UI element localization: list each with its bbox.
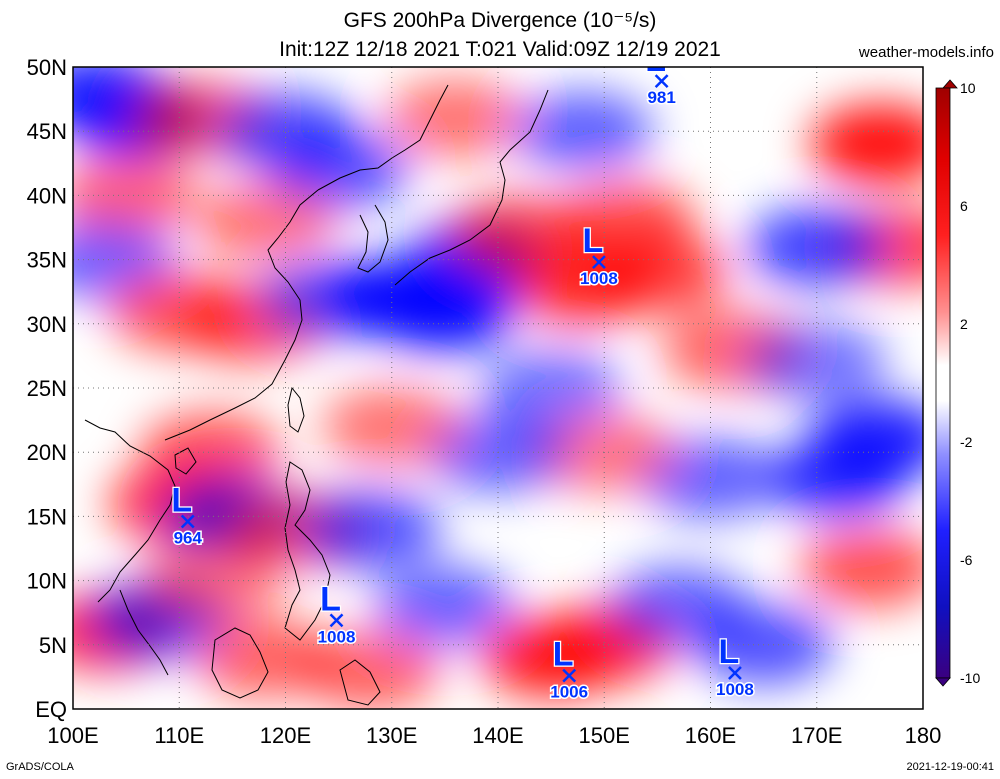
low-pressure-value: 1008 — [716, 680, 754, 699]
lat-tick-label: 25N — [27, 376, 67, 401]
low-pressure-center: L 1008 — [715, 632, 756, 701]
low-symbol: L — [553, 636, 574, 674]
colorbar: 10 6 2 -2 -6 -10 — [935, 79, 980, 687]
korea-peninsula — [357, 204, 389, 273]
colorbar-label: 10 — [960, 80, 976, 96]
map-frame — [72, 66, 924, 710]
axis-labels: 100E 110E 120E 130E 140E 150E 160E 170E 180 EQ 5N 1… — [27, 55, 942, 748]
colorbar-label: 6 — [960, 198, 968, 214]
low-pressure-center: L 1008 — [316, 579, 357, 648]
low-pressure-value: 1006 — [550, 683, 588, 702]
chart-title: GFS 200hPa Divergence (10⁻⁵/s) — [343, 9, 657, 32]
low-symbol: L — [645, 41, 666, 79]
china-coast — [164, 189, 319, 441]
lon-tick-label: 120E — [260, 723, 311, 748]
lat-tick-label: 30N — [27, 312, 67, 337]
low-symbol: L — [320, 580, 341, 618]
low-pressure-value: 964 — [174, 529, 203, 548]
divergence-cell — [481, 348, 622, 428]
divergence-field — [73, 67, 923, 709]
colorbar-label: 2 — [960, 316, 968, 332]
lat-tick-label: 15N — [27, 504, 67, 529]
divergence-cell — [746, 206, 887, 287]
low-pressure-markers: L 981 L 1008 L 964 L 1008 L 1006 L 1008 — [170, 41, 756, 703]
colorbar-label: -2 — [960, 434, 973, 450]
lat-tick-label: 50N — [27, 55, 67, 80]
chart-subtitle: Init:12Z 12/18 2021 T:021 Valid:09Z 12/1… — [279, 38, 721, 61]
footer-timestamp: 2021-12-19-00:41 — [906, 761, 994, 773]
divergence-cell — [321, 386, 462, 467]
sulawesi-coast — [339, 659, 381, 706]
hainan-island — [174, 447, 197, 475]
divergence-cell — [73, 155, 197, 236]
lat-tick-label: 5N — [39, 633, 67, 658]
indochina-coast — [84, 419, 176, 603]
divergence-cell — [385, 78, 526, 159]
korea-manchuria-coast — [317, 84, 449, 191]
lon-tick-label: 160E — [685, 723, 736, 748]
lat-tick-label: EQ — [35, 697, 67, 722]
lon-tick-label: 130E — [366, 723, 417, 748]
divergence-cell — [810, 399, 923, 480]
divergence-cell — [300, 489, 441, 570]
lat-tick-label: 35N — [27, 248, 67, 273]
lon-tick-label: 100E — [47, 723, 98, 748]
lat-tick-label: 40N — [27, 183, 67, 208]
lon-tick-label: 170E — [791, 723, 842, 748]
philippines-islands — [284, 461, 331, 641]
divergence-cell — [194, 617, 335, 698]
malay-peninsula-coast — [119, 589, 169, 676]
site-name: weather-models.info — [858, 44, 994, 61]
low-symbol: L — [583, 222, 604, 260]
low-pressure-center: L 981 — [644, 41, 677, 109]
colorbar-label: -6 — [960, 552, 973, 568]
colorbar-top-arrow — [942, 79, 958, 89]
low-pressure-value: 981 — [647, 88, 675, 107]
lat-tick-label: 45N — [27, 119, 67, 144]
low-center-x-mark — [654, 74, 669, 89]
low-pressure-value: 1008 — [318, 627, 356, 646]
low-pressure-center: L 964 — [170, 480, 204, 549]
low-pressure-value: 1008 — [580, 269, 618, 288]
colorbar-label: -10 — [960, 670, 980, 686]
borneo-coast — [211, 627, 269, 699]
lon-tick-label: 110E — [154, 723, 204, 748]
divergence-cell — [810, 104, 923, 185]
divergence-cell — [799, 527, 923, 608]
low-center-x-mark — [329, 613, 344, 628]
divergence-cell — [194, 181, 335, 262]
lon-tick-label: 140E — [472, 723, 523, 748]
japan-coast — [394, 89, 549, 286]
divergence-cell — [374, 566, 515, 647]
colorbar-scale — [935, 87, 951, 679]
low-pressure-center: L 1008 — [579, 221, 620, 290]
grid-lines — [73, 67, 923, 709]
lat-tick-label: 10N — [27, 569, 67, 594]
lon-tick-label: 180 — [905, 723, 942, 748]
colorbar-bottom-arrow — [935, 677, 951, 687]
low-symbol: L — [719, 633, 740, 671]
lon-tick-label: 150E — [579, 723, 630, 748]
footer-software: GrADS/COLA — [6, 761, 74, 773]
taiwan-island — [287, 386, 305, 433]
divergence-cell — [141, 540, 282, 621]
coastlines — [84, 84, 549, 706]
low-symbol: L — [171, 482, 192, 520]
lat-tick-label: 20N — [27, 440, 67, 465]
low-center-x-mark — [592, 255, 606, 270]
low-pressure-center: L 1006 — [549, 634, 590, 703]
map-area: L 981 L 1008 L 964 L 1008 L 1006 L 1008 — [73, 41, 923, 709]
low-center-x-mark — [728, 666, 742, 680]
low-center-x-mark — [562, 668, 577, 683]
divergence-cell — [300, 630, 441, 709]
low-center-x-mark — [180, 514, 195, 529]
divergence-cell — [555, 181, 696, 262]
